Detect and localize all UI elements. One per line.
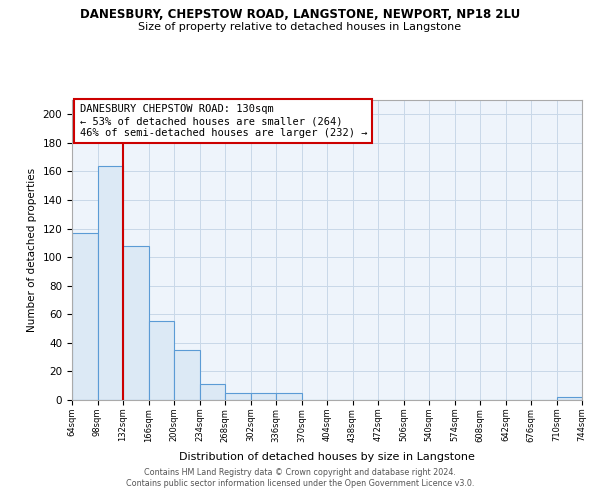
Bar bbox=[199, 384, 225, 400]
Text: Size of property relative to detached houses in Langstone: Size of property relative to detached ho… bbox=[139, 22, 461, 32]
Bar bbox=[225, 393, 251, 400]
Bar bbox=[72, 233, 97, 400]
Bar bbox=[276, 393, 302, 400]
Bar bbox=[174, 350, 199, 400]
Bar bbox=[251, 393, 276, 400]
Bar bbox=[149, 322, 174, 400]
Bar bbox=[123, 246, 149, 400]
Text: Distribution of detached houses by size in Langstone: Distribution of detached houses by size … bbox=[179, 452, 475, 462]
Bar bbox=[97, 166, 123, 400]
Text: DANESBURY, CHEPSTOW ROAD, LANGSTONE, NEWPORT, NP18 2LU: DANESBURY, CHEPSTOW ROAD, LANGSTONE, NEW… bbox=[80, 8, 520, 20]
Y-axis label: Number of detached properties: Number of detached properties bbox=[27, 168, 37, 332]
Text: Contains HM Land Registry data © Crown copyright and database right 2024.
Contai: Contains HM Land Registry data © Crown c… bbox=[126, 468, 474, 487]
Bar bbox=[557, 397, 582, 400]
Text: DANESBURY CHEPSTOW ROAD: 130sqm
← 53% of detached houses are smaller (264)
46% o: DANESBURY CHEPSTOW ROAD: 130sqm ← 53% of… bbox=[80, 104, 367, 138]
